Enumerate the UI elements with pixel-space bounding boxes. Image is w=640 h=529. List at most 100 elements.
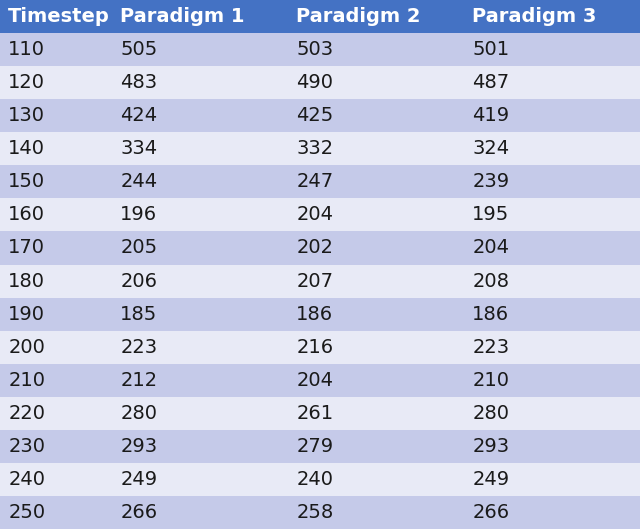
Text: 293: 293 bbox=[120, 437, 157, 456]
Bar bbox=[464, 165, 640, 198]
Bar bbox=[464, 463, 640, 496]
Bar bbox=[288, 496, 464, 529]
Bar bbox=[0, 430, 112, 463]
Bar bbox=[464, 496, 640, 529]
Text: 244: 244 bbox=[120, 172, 157, 191]
Bar bbox=[0, 33, 112, 66]
Bar bbox=[288, 364, 464, 397]
Bar bbox=[288, 165, 464, 198]
Text: 204: 204 bbox=[296, 371, 333, 390]
Text: 483: 483 bbox=[120, 73, 157, 92]
Bar bbox=[288, 264, 464, 297]
Text: 490: 490 bbox=[296, 73, 333, 92]
Bar bbox=[0, 66, 112, 99]
Text: 207: 207 bbox=[296, 271, 333, 290]
Text: 186: 186 bbox=[296, 305, 333, 324]
Bar bbox=[288, 463, 464, 496]
Text: 210: 210 bbox=[472, 371, 509, 390]
Text: 204: 204 bbox=[472, 239, 509, 258]
Text: 120: 120 bbox=[8, 73, 45, 92]
Text: 200: 200 bbox=[8, 338, 45, 357]
Text: 196: 196 bbox=[120, 205, 157, 224]
Text: 230: 230 bbox=[8, 437, 45, 456]
Bar bbox=[464, 66, 640, 99]
Text: Timestep: Timestep bbox=[8, 7, 110, 26]
Text: 501: 501 bbox=[472, 40, 509, 59]
Bar bbox=[288, 430, 464, 463]
Bar bbox=[464, 331, 640, 364]
Bar bbox=[464, 0, 640, 33]
Bar bbox=[288, 232, 464, 264]
Text: 205: 205 bbox=[120, 239, 157, 258]
Text: 258: 258 bbox=[296, 503, 333, 522]
Bar bbox=[112, 0, 288, 33]
Bar bbox=[288, 198, 464, 232]
Text: 261: 261 bbox=[296, 404, 333, 423]
Text: 185: 185 bbox=[120, 305, 157, 324]
Bar bbox=[464, 264, 640, 297]
Text: 266: 266 bbox=[120, 503, 157, 522]
Text: 212: 212 bbox=[120, 371, 157, 390]
Text: 503: 503 bbox=[296, 40, 333, 59]
Text: 170: 170 bbox=[8, 239, 45, 258]
Bar bbox=[464, 132, 640, 165]
Bar bbox=[112, 264, 288, 297]
Bar bbox=[112, 232, 288, 264]
Bar bbox=[464, 33, 640, 66]
Text: 239: 239 bbox=[472, 172, 509, 191]
Text: 240: 240 bbox=[8, 470, 45, 489]
Text: Paradigm 1: Paradigm 1 bbox=[120, 7, 245, 26]
Bar bbox=[288, 397, 464, 430]
Bar bbox=[112, 430, 288, 463]
Text: 180: 180 bbox=[8, 271, 45, 290]
Text: 280: 280 bbox=[120, 404, 157, 423]
Text: 195: 195 bbox=[472, 205, 509, 224]
Bar bbox=[288, 99, 464, 132]
Text: 160: 160 bbox=[8, 205, 45, 224]
Text: 240: 240 bbox=[296, 470, 333, 489]
Text: 210: 210 bbox=[8, 371, 45, 390]
Text: 202: 202 bbox=[296, 239, 333, 258]
Bar bbox=[0, 463, 112, 496]
Text: 424: 424 bbox=[120, 106, 157, 125]
Bar bbox=[0, 132, 112, 165]
Text: 223: 223 bbox=[120, 338, 157, 357]
Bar bbox=[464, 99, 640, 132]
Bar bbox=[112, 198, 288, 232]
Bar bbox=[0, 232, 112, 264]
Text: 324: 324 bbox=[472, 139, 509, 158]
Bar bbox=[0, 198, 112, 232]
Text: 419: 419 bbox=[472, 106, 509, 125]
Text: 505: 505 bbox=[120, 40, 157, 59]
Text: 249: 249 bbox=[120, 470, 157, 489]
Bar bbox=[0, 397, 112, 430]
Bar bbox=[464, 232, 640, 264]
Text: 293: 293 bbox=[472, 437, 509, 456]
Bar bbox=[0, 264, 112, 297]
Bar bbox=[112, 496, 288, 529]
Bar bbox=[464, 397, 640, 430]
Text: 487: 487 bbox=[472, 73, 509, 92]
Bar bbox=[288, 33, 464, 66]
Text: 130: 130 bbox=[8, 106, 45, 125]
Text: 334: 334 bbox=[120, 139, 157, 158]
Text: Paradigm 2: Paradigm 2 bbox=[296, 7, 421, 26]
Bar bbox=[112, 33, 288, 66]
Bar bbox=[288, 331, 464, 364]
Text: 204: 204 bbox=[296, 205, 333, 224]
Bar bbox=[112, 397, 288, 430]
Bar bbox=[112, 364, 288, 397]
Text: Paradigm 3: Paradigm 3 bbox=[472, 7, 596, 26]
Bar bbox=[464, 364, 640, 397]
Bar bbox=[112, 331, 288, 364]
Text: 425: 425 bbox=[296, 106, 333, 125]
Bar bbox=[0, 297, 112, 331]
Bar bbox=[112, 165, 288, 198]
Bar bbox=[464, 297, 640, 331]
Text: 266: 266 bbox=[472, 503, 509, 522]
Text: 247: 247 bbox=[296, 172, 333, 191]
Bar bbox=[112, 463, 288, 496]
Text: 186: 186 bbox=[472, 305, 509, 324]
Bar bbox=[288, 0, 464, 33]
Text: 150: 150 bbox=[8, 172, 45, 191]
